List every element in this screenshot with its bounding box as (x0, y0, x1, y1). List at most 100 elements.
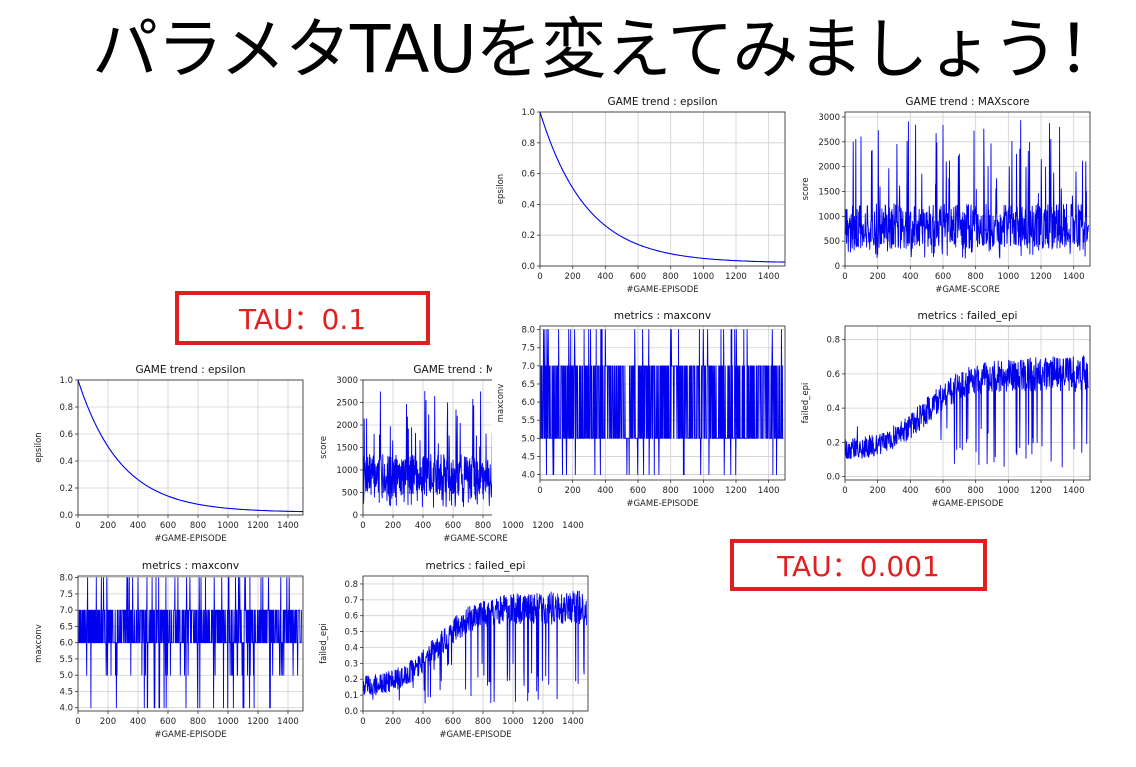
chart-panel-a-maxconv: metrics : maxconv 0 200 400 600 800 1000 1200 14… (30, 556, 315, 749)
y-axis-label: failed_epi (319, 623, 329, 664)
y-tick-label: 1500 (336, 444, 358, 454)
x-tick-label: 1200 (725, 272, 747, 282)
x-tick-label: 800 (475, 521, 491, 531)
x-axis-label: #GAME-EPISODE (626, 499, 698, 509)
x-axis-label: #GAME-EPISODE (154, 534, 226, 544)
y-tick-label: 500 (824, 237, 840, 247)
y-axis-label: failed_epi (801, 383, 811, 424)
x-tick-label: 800 (190, 717, 206, 727)
y-tick-label: 4.5 (59, 687, 73, 697)
x-tick-label: 800 (968, 272, 984, 282)
chart-panel-b-epsilon: GAME trend : epsilon 0 200 400 600 800 1000 120… (492, 92, 797, 304)
x-tick-label: 1000 (998, 272, 1020, 282)
y-tick-label: 1000 (818, 212, 840, 222)
y-tick-label: 6.5 (521, 380, 535, 390)
plot-frame (362, 575, 589, 712)
x-tick-label: 1400 (277, 717, 299, 727)
y-axis-label: maxconv (34, 624, 44, 663)
x-tick-label: 200 (565, 486, 581, 496)
y-tick-label: 1.0 (59, 376, 73, 386)
y-tick-label: 2500 (818, 138, 840, 148)
x-tick-label: 600 (630, 272, 646, 282)
x-axis-label: #GAME-EPISODE (154, 730, 226, 740)
y-tick-label: 0.1 (344, 691, 358, 701)
y-axis-label: epsilon (34, 432, 44, 462)
x-tick-label: 0 (75, 717, 80, 727)
x-tick-label: 1400 (1063, 272, 1085, 282)
y-tick-label: 0.4 (344, 643, 358, 653)
slide-title: パラメタTAUを変えてみましょう！ (92, 11, 1123, 88)
series-line (844, 355, 1089, 468)
y-tick-label: 500 (342, 489, 358, 499)
x-tick-label: 1200 (1030, 486, 1052, 496)
x-tick-label: 1200 (1030, 272, 1052, 282)
chart-b-epsilon: GAME trend : epsilon 0 200 400 600 800 1000 120… (496, 96, 786, 295)
chart-b-maxconv: metrics : maxconv 0 200 400 600 800 1000 1200 14… (496, 310, 786, 509)
x-tick-label: 200 (385, 717, 401, 727)
series-line (844, 120, 1089, 259)
y-tick-label: 0.2 (344, 675, 358, 685)
x-tick-label: 1400 (1063, 486, 1085, 496)
x-tick-label: 0 (360, 717, 365, 727)
y-tick-label: 7.0 (521, 362, 535, 372)
x-axis-label: #GAME-EPISODE (439, 730, 511, 740)
y-tick-label: 8.0 (521, 326, 535, 336)
tau-label-0.001: TAU：0.001 (730, 539, 987, 591)
y-tick-label: 0.8 (826, 336, 840, 346)
y-tick-label: 1500 (818, 187, 840, 197)
y-tick-label: 1000 (336, 466, 358, 476)
y-tick-label: 7.0 (59, 606, 73, 616)
y-axis-label: maxconv (496, 384, 506, 423)
y-tick-label: 3000 (818, 113, 840, 123)
x-tick-label: 400 (597, 272, 613, 282)
x-tick-label: 1000 (217, 717, 239, 727)
x-tick-label: 1400 (758, 272, 780, 282)
chart-title: metrics : failed_epi (426, 560, 526, 572)
chart-b-failed: metrics : failed_epi 0 200 400 600 800 1000 120… (801, 310, 1091, 509)
chart-panel-b-maxconv: metrics : maxconv 0 200 400 600 800 1000 1200 14… (492, 306, 797, 518)
x-axis-label: #GAME-SCORE (443, 534, 508, 544)
chart-b-maxscore: GAME trend : MAXscore 0 200 400 600 800 1000 12… (801, 96, 1091, 295)
x-tick-label: 600 (445, 521, 461, 531)
series-line (77, 577, 302, 709)
y-tick-label: 2000 (336, 421, 358, 431)
chart-a-failed: metrics : failed_epi 0 200 400 600 800 1000 120… (319, 560, 589, 740)
x-tick-label: 1000 (502, 521, 524, 531)
x-tick-label: 1400 (758, 486, 780, 496)
chart-a-epsilon: GAME trend : epsilon 0 200 400 600 800 1000 120… (34, 364, 304, 544)
y-tick-label: 4.0 (521, 471, 535, 481)
y-tick-label: 0.4 (826, 404, 840, 414)
plot-frame (844, 111, 1091, 267)
series-line (362, 590, 587, 704)
x-tick-label: 0 (537, 486, 542, 496)
y-tick-label: 0.0 (521, 262, 535, 272)
x-tick-label: 1000 (693, 272, 715, 282)
x-tick-label: 1200 (532, 717, 554, 727)
x-tick-label: 1200 (247, 717, 269, 727)
x-tick-label: 0 (360, 521, 365, 531)
y-tick-label: 0.5 (344, 628, 358, 638)
x-tick-label: 200 (385, 521, 401, 531)
x-tick-label: 1400 (277, 521, 299, 531)
chart-title: GAME trend : epsilon (135, 364, 245, 376)
x-tick-label: 200 (100, 717, 116, 727)
x-tick-label: 1200 (532, 521, 554, 531)
y-tick-label: 0.8 (344, 580, 358, 590)
y-tick-label: 4.5 (521, 452, 535, 462)
plot-frame (539, 111, 786, 267)
chart-panel-b-maxscore: GAME trend : MAXscore 0 200 400 600 800 1000 12… (797, 92, 1102, 304)
x-tick-label: 400 (130, 717, 146, 727)
x-tick-label: 800 (190, 521, 206, 531)
x-tick-label: 0 (75, 521, 80, 531)
series-line (539, 111, 785, 263)
x-tick-label: 600 (160, 717, 176, 727)
y-tick-label: 6.0 (59, 639, 73, 649)
chart-panel-a-failed: metrics : failed_epi 0 200 400 600 800 1000 120… (315, 556, 600, 749)
y-tick-label: 5.0 (521, 434, 535, 444)
y-tick-label: 5.5 (521, 416, 535, 426)
y-tick-label: 0.2 (521, 231, 535, 241)
y-axis-label: score (801, 178, 811, 201)
y-tick-label: 0.6 (826, 370, 840, 380)
y-tick-label: 0.2 (59, 484, 73, 494)
x-tick-label: 200 (100, 521, 116, 531)
